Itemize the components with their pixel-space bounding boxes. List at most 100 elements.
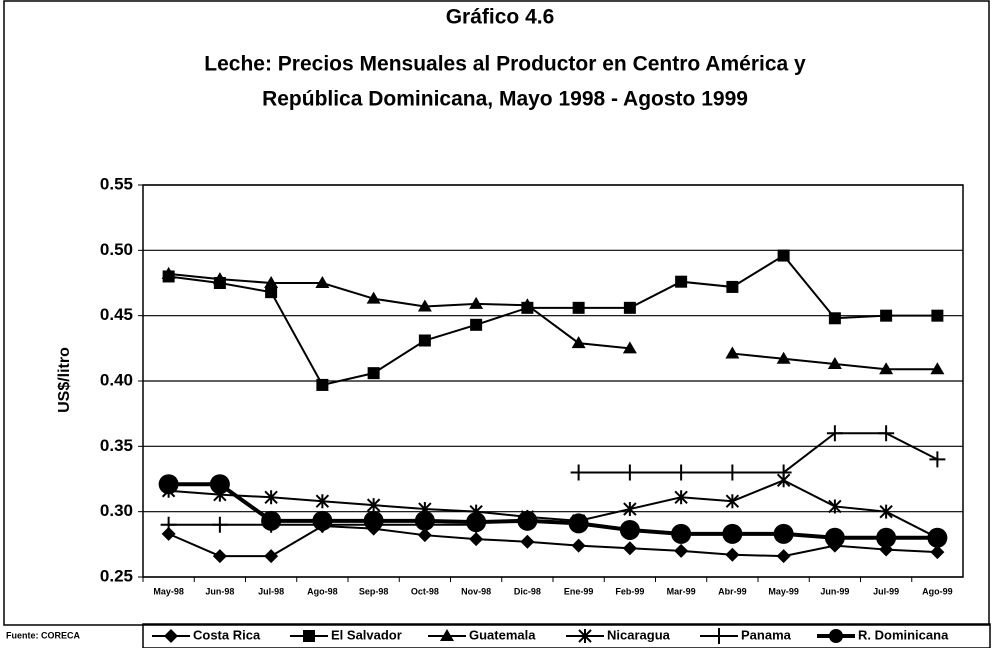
marker	[828, 312, 841, 325]
y-tick-label: 0.50	[100, 240, 133, 259]
marker	[930, 362, 945, 375]
marker	[722, 523, 743, 544]
marker	[674, 543, 689, 558]
marker	[571, 336, 586, 349]
marker	[673, 464, 690, 481]
marker	[776, 351, 791, 364]
marker	[315, 494, 330, 509]
marker	[570, 464, 587, 481]
legend-label: R. Dominicana	[858, 627, 949, 642]
series-line	[168, 482, 938, 540]
x-tick-label: Nov-98	[461, 586, 491, 596]
marker	[414, 510, 435, 531]
chart-title: República Dominicana, Mayo 1998 - Agosto…	[262, 88, 748, 111]
marker	[674, 490, 688, 505]
x-tick-label: Jul-99	[873, 586, 899, 596]
marker	[417, 299, 432, 312]
marker	[773, 523, 794, 544]
marker	[209, 474, 230, 495]
legend-label: Guatemala	[469, 627, 536, 642]
series-line	[168, 479, 938, 539]
x-tick-label: Jun-98	[205, 586, 234, 596]
y-tick-label: 0.25	[100, 566, 133, 585]
marker	[261, 510, 282, 531]
series-line	[168, 525, 938, 558]
x-tick-label: Sep-98	[359, 586, 389, 596]
marker	[879, 362, 894, 375]
marker	[366, 291, 381, 304]
marker	[621, 464, 638, 481]
series-line	[168, 272, 938, 371]
series-line	[168, 432, 938, 526]
marker	[623, 301, 636, 314]
marker	[777, 249, 790, 262]
legend-label: Costa Rica	[193, 627, 261, 642]
marker	[776, 549, 791, 564]
legend-label: El Salvador	[331, 627, 402, 642]
source: Fuente: CORECA	[6, 630, 81, 640]
marker	[622, 341, 637, 354]
x-tick-label: Dic-98	[514, 586, 541, 596]
marker	[827, 357, 842, 370]
series-line	[168, 254, 938, 387]
marker	[520, 298, 535, 311]
x-tick-label: Jun-99	[820, 586, 849, 596]
y-tick-label: 0.45	[100, 305, 133, 324]
marker	[440, 629, 454, 641]
marker	[469, 532, 484, 547]
y-tick-label: 0.40	[100, 370, 133, 389]
marker	[212, 549, 227, 564]
legend-label: Panama	[741, 627, 792, 642]
x-tick-label: Ago-99	[922, 586, 953, 596]
marker	[264, 490, 278, 505]
marker	[826, 425, 843, 442]
marker	[622, 541, 637, 556]
marker	[160, 516, 177, 533]
x-tick-label: Mar-99	[667, 586, 696, 596]
y-tick-label: 0.55	[100, 174, 133, 193]
x-tick-label: May-99	[768, 586, 799, 596]
marker	[363, 510, 384, 531]
marker	[828, 499, 842, 514]
marker	[571, 538, 586, 553]
marker	[366, 498, 381, 513]
marker	[367, 367, 380, 380]
marker	[876, 527, 897, 548]
x-tick-label: Ago-98	[307, 586, 338, 596]
marker	[724, 464, 741, 481]
marker	[675, 275, 688, 288]
frame	[3, 0, 990, 626]
x-tick-label: Jul-98	[258, 586, 284, 596]
marker	[568, 513, 589, 534]
x-tick-label: May-98	[153, 586, 184, 596]
marker	[931, 309, 944, 322]
marker	[417, 528, 432, 543]
chart-title: Gráfico 4.6	[446, 6, 555, 29]
marker	[418, 334, 431, 347]
marker	[520, 534, 535, 549]
x-tick-label: Ene-99	[564, 586, 594, 596]
marker	[264, 549, 279, 564]
marker	[164, 629, 178, 643]
marker	[623, 502, 637, 517]
marker	[303, 630, 315, 642]
legend	[142, 623, 991, 648]
marker	[879, 504, 893, 519]
marker	[572, 301, 585, 314]
marker	[824, 527, 845, 548]
y-tick-label: 0.35	[100, 436, 133, 455]
marker	[725, 494, 740, 509]
marker	[212, 272, 227, 285]
marker	[578, 629, 592, 643]
marker	[711, 628, 727, 644]
marker	[880, 309, 893, 322]
marker	[930, 545, 945, 560]
marker	[927, 527, 948, 548]
marker	[264, 276, 279, 288]
marker	[161, 266, 176, 279]
marker	[470, 318, 483, 331]
marker	[878, 425, 895, 442]
marker	[469, 296, 484, 309]
legend-label: Nicaragua	[607, 627, 671, 642]
